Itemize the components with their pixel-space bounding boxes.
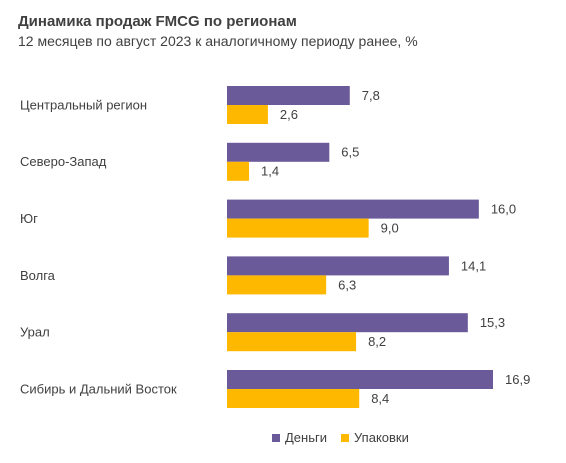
bar-packages	[227, 275, 327, 295]
bar-packages	[227, 105, 268, 124]
legend-item-packages: Упаковки	[341, 430, 409, 445]
chart-subtitle: 12 месяцев по август 2023 к аналогичному…	[18, 33, 418, 49]
legend-item-money: Деньги	[272, 430, 327, 445]
bar-money	[227, 142, 330, 162]
bar-money	[227, 313, 468, 333]
category-label: Центральный регион	[20, 97, 147, 112]
bar-packages	[227, 332, 357, 352]
value-label-money: 15,3	[480, 315, 505, 330]
value-label-money: 14,1	[461, 258, 486, 273]
value-label-money: 7,8	[362, 88, 380, 103]
legend-label-money: Деньги	[285, 430, 327, 445]
value-label-packages: 9,0	[381, 221, 399, 236]
bar-money	[227, 256, 449, 276]
category-label: Сибирь и Дальний Восток	[20, 381, 177, 396]
bar-money	[227, 370, 493, 389]
category-label: Северо-Запад	[20, 154, 107, 169]
category-label: Волга	[20, 268, 56, 283]
value-label-packages: 1,4	[261, 164, 279, 179]
bar-packages	[227, 161, 250, 181]
legend-label-packages: Упаковки	[354, 430, 409, 445]
legend: Деньги Упаковки	[272, 430, 423, 445]
bar-packages	[227, 218, 369, 238]
value-label-money: 6,5	[341, 145, 359, 160]
value-label-money: 16,0	[491, 202, 516, 217]
value-label-money: 16,9	[505, 372, 530, 387]
category-label: Урал	[20, 325, 50, 340]
value-label-packages: 2,6	[280, 107, 298, 122]
bar-money	[227, 199, 479, 219]
value-label-packages: 8,4	[371, 391, 389, 406]
legend-swatch-money	[272, 433, 280, 442]
value-label-packages: 6,3	[338, 277, 356, 292]
bar-money	[227, 86, 350, 105]
chart-title: Динамика продаж FMCG по регионам	[18, 13, 297, 30]
value-label-packages: 8,2	[368, 334, 386, 349]
bar-packages	[227, 389, 360, 408]
legend-swatch-packages	[341, 433, 349, 442]
category-label: Юг	[20, 211, 38, 226]
